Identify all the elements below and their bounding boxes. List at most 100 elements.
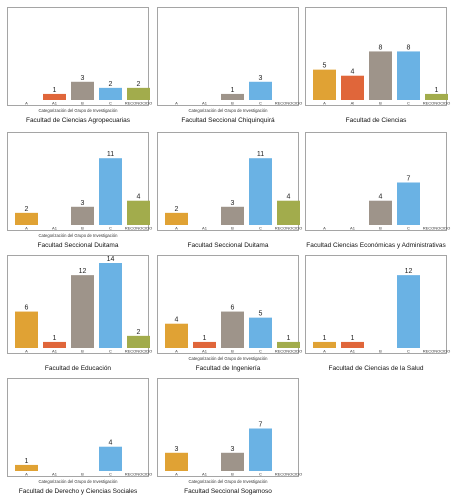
tick-label: RECONOCIDO	[423, 349, 451, 354]
tick-label: A1	[52, 472, 58, 477]
tick-label: B	[231, 349, 234, 354]
tick-label: C	[259, 472, 262, 477]
chart-title: Facultad Seccional Chiquinquirá	[181, 117, 275, 124]
data-label: 7	[259, 422, 263, 429]
tick-label: A1	[202, 101, 208, 106]
plot-frame	[7, 255, 149, 354]
bar	[43, 341, 66, 348]
tick-label: RECONOCIDO	[125, 349, 153, 354]
tick-label: A1	[202, 472, 208, 477]
tick-label: RECONOCIDO	[275, 101, 303, 106]
data-label: 2	[109, 81, 113, 88]
data-label: 1	[351, 335, 355, 342]
tick-label: B	[231, 226, 234, 231]
data-label: 14	[107, 256, 115, 263]
bar	[221, 93, 244, 100]
tick-label: A1	[52, 101, 58, 106]
data-label: 8	[407, 44, 411, 51]
tick-label: B	[379, 349, 382, 354]
bar	[71, 81, 94, 100]
bar	[249, 158, 272, 225]
bar	[313, 341, 336, 348]
tick-label: B	[81, 349, 84, 354]
chart-title: Facultad Seccional Duitama	[37, 242, 119, 249]
x-axis-label: Categorización del Grupo de Investigació…	[189, 356, 269, 361]
bar	[127, 335, 150, 348]
tick-label: RECONOCIDO	[275, 472, 303, 477]
data-label: 1	[287, 335, 291, 342]
tick-label: C	[109, 226, 112, 231]
data-label: 1	[203, 335, 207, 342]
bar	[99, 263, 122, 348]
data-label: 11	[257, 151, 264, 158]
data-label: 12	[79, 268, 87, 275]
tick-label: A1	[350, 226, 356, 231]
chart-title: Facultad de Ciencias de la Salud	[328, 365, 424, 372]
tick-label: C	[109, 101, 112, 106]
data-label: 4	[175, 317, 179, 324]
bar	[71, 275, 94, 348]
tick-label: A	[25, 226, 28, 231]
bar	[369, 51, 392, 100]
chart-panel: 1 A 1 A1 B 12 C RECONOCIDO Facultad de Ciencias …	[305, 255, 450, 378]
chart-panel: 1 A A1 B 4 C RECONOCIDO Categorización del Grup…	[7, 378, 152, 501]
tick-label: B	[379, 101, 382, 106]
tick-label: A1	[202, 226, 208, 231]
chart-panel: A A1 4 B 7 C RECONOCIDO Facultad Ciencias Econó…	[305, 132, 450, 255]
data-label: 3	[231, 200, 235, 207]
bar-chart: A A1 1 B 3 C RECONOCIDO Categorización del Grup…	[157, 7, 302, 113]
tick-label: B	[231, 101, 234, 106]
bar-chart: 2 A A1 3 B 11 C 4 RECONOCIDO Categorización del G…	[7, 132, 152, 238]
bar	[43, 93, 66, 100]
data-label: 12	[405, 268, 413, 275]
data-label: 3	[231, 446, 235, 453]
tick-label: RECONOCIDO	[125, 226, 153, 231]
bar	[99, 87, 122, 100]
chart-title: Facultad Seccional Sogamoso	[184, 488, 272, 495]
data-label: 3	[81, 200, 85, 207]
tick-label: RECONOCIDO	[423, 101, 451, 106]
tick-label: C	[259, 349, 262, 354]
tick-label: B	[231, 472, 234, 477]
bar-chart: 1 A A1 B 4 C RECONOCIDO Categorización del Grup…	[7, 378, 152, 484]
bar	[221, 452, 244, 471]
data-label: 2	[175, 206, 179, 213]
data-label: 3	[81, 75, 85, 82]
bar	[397, 182, 420, 225]
bar-chart: A A1 4 B 7 C RECONOCIDO	[305, 132, 450, 231]
x-axis-label: Categorización del Grupo de Investigació…	[39, 479, 119, 484]
bar	[341, 341, 364, 348]
data-label: 11	[107, 151, 114, 158]
plot-frame	[157, 132, 299, 231]
chart-title: Facultad Ciencias Económicas y Administr…	[306, 242, 446, 249]
tick-label: A1	[350, 349, 356, 354]
chart-panel: 4 A 1 A1 6 B 5 C 1 RECONOCIDO Categorización del G…	[157, 255, 302, 378]
chart-title: Facultad Seccional Duitama	[187, 242, 269, 249]
tick-label: RECONOCIDO	[125, 472, 153, 477]
bar	[425, 93, 448, 100]
data-label: 1	[323, 335, 327, 342]
bar	[249, 317, 272, 348]
data-label: 1	[53, 87, 57, 94]
chart-panel: 2 A A1 3 B 11 C 4 RECONOCIDO Categorización del G…	[7, 132, 152, 255]
tick-label: B	[81, 226, 84, 231]
data-label: 4	[137, 194, 141, 201]
chart-title: Facultad de Educación	[44, 365, 112, 372]
chart-panel: 2 A A1 3 B 11 C 4 RECONOCIDO Facultad Seccional D…	[157, 132, 302, 255]
tick-label: C	[109, 349, 112, 354]
data-label: 2	[137, 81, 141, 88]
bar-chart: 3 A A1 3 B 7 C RECONOCIDO Categorización del Gru…	[157, 378, 302, 484]
bar	[249, 81, 272, 100]
data-label: 4	[379, 194, 383, 201]
tick-label: C	[407, 226, 410, 231]
plot-frame	[305, 132, 447, 231]
bar	[313, 69, 336, 100]
bar	[99, 446, 122, 471]
data-label: 2	[25, 206, 29, 213]
x-axis-label: Categorización del Grupo de Investigació…	[39, 233, 119, 238]
data-label: 4	[351, 69, 355, 76]
